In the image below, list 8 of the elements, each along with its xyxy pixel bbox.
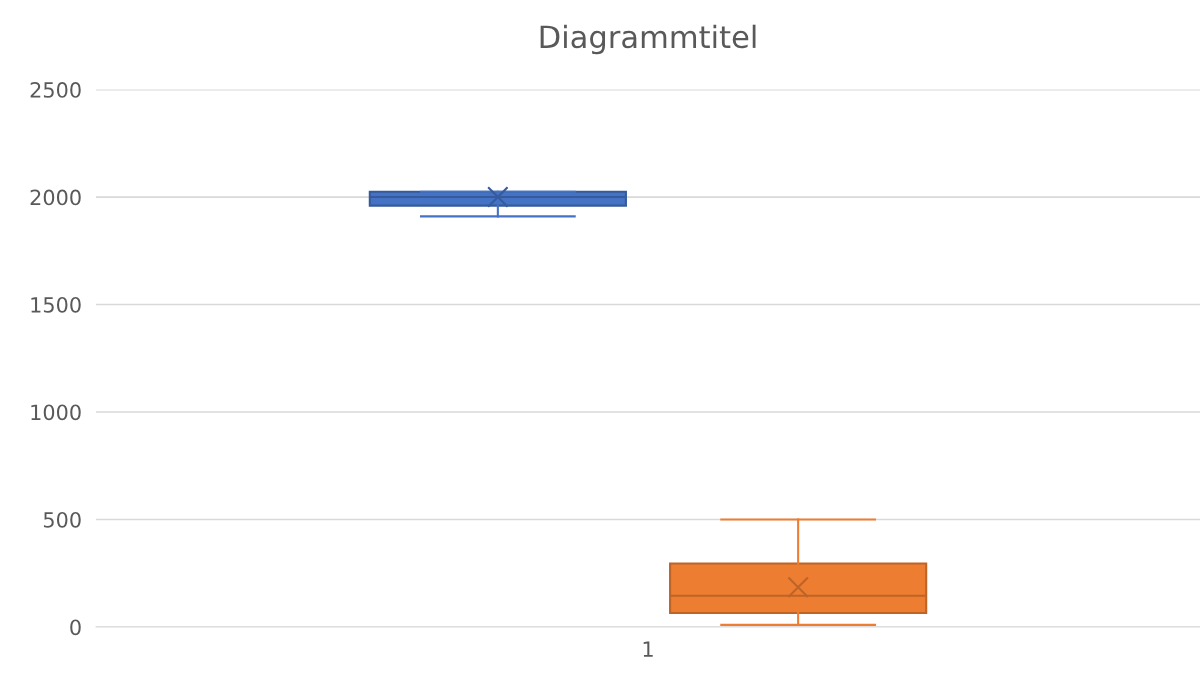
y-tick-label: 2500 [30, 82, 81, 98]
y-tick-label: 1500 [31, 296, 81, 313]
y-tick-label: 0 [70, 619, 81, 636]
y-tick-label: 500 [43, 511, 81, 528]
chart-title: Diagrammtitel [540, 24, 756, 55]
y-tick-label: 1000 [31, 404, 81, 421]
x-tick-label: 1 [643, 641, 653, 657]
y-tick-label: 2000 [30, 189, 81, 206]
